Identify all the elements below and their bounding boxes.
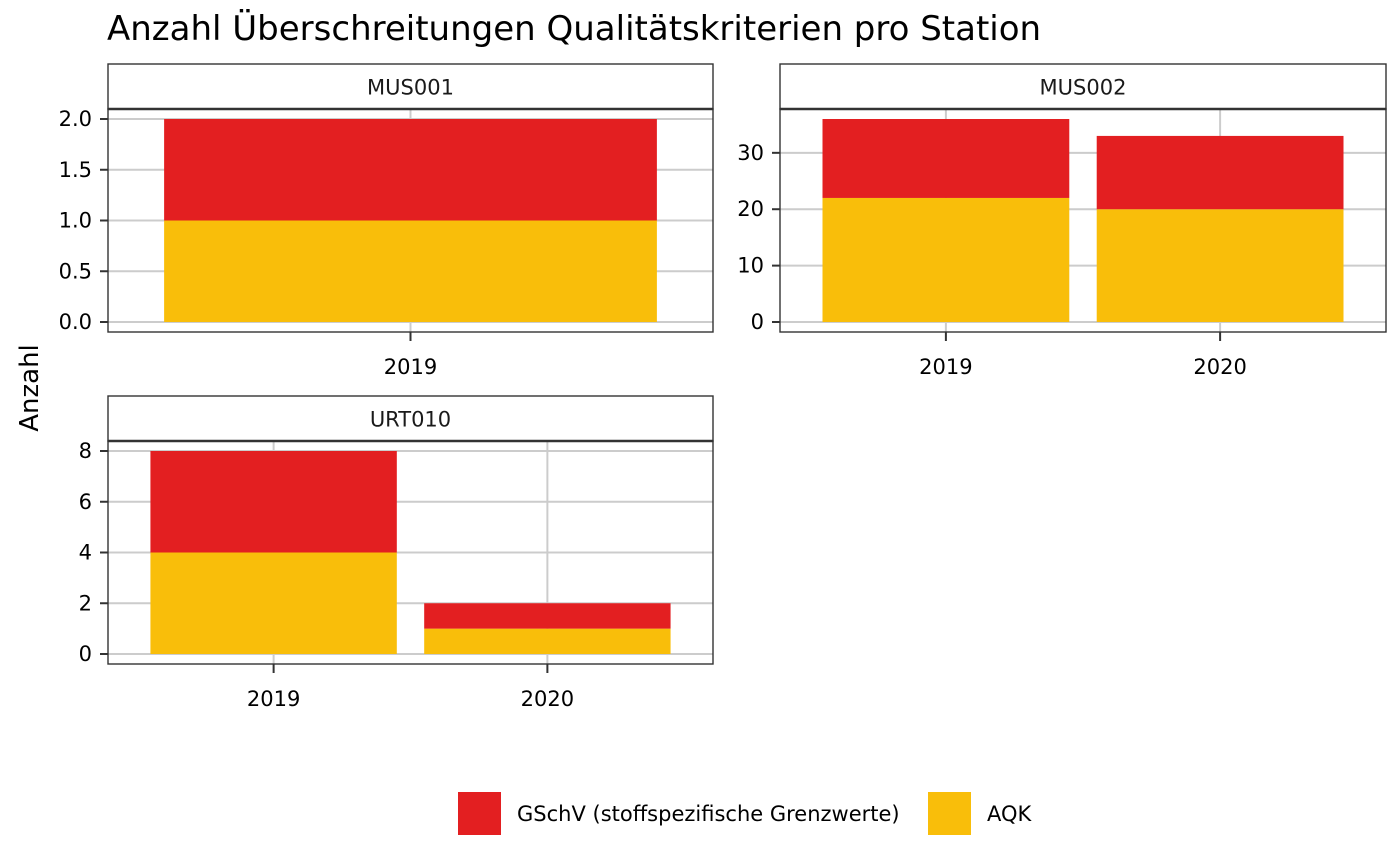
bar-aqk-2019 xyxy=(822,197,1070,322)
y-tick-label: 4 xyxy=(79,541,92,565)
bar-gschv-2020 xyxy=(1096,135,1344,210)
facet-strip xyxy=(107,395,714,442)
panels: MUS0010.00.51.01.52.02019MUS002010203020… xyxy=(59,63,1387,711)
y-tick-label: 0.5 xyxy=(59,259,92,283)
y-tick-label: 1.5 xyxy=(59,158,92,182)
facet-strip xyxy=(107,63,714,110)
legend-label-gschv: GSchV (stoffspezifische Grenzwerte) xyxy=(517,802,900,826)
chart-title: Anzahl Überschreitungen Qualitätskriteri… xyxy=(107,8,1041,49)
bar-gschv-2019 xyxy=(822,119,1070,198)
bar-aqk-2019 xyxy=(164,220,657,322)
legend-swatch-aqk xyxy=(928,792,971,835)
panel-mus002: MUS002 0 10 20 30 2019 2020 xyxy=(737,63,1387,379)
bar-aqk-2020 xyxy=(1096,209,1344,322)
legend: GSchV (stoffspezifische Grenzwerte) AQK xyxy=(458,792,1033,835)
y-axis-label: Anzahl xyxy=(15,344,45,432)
x-tick-label: 2020 xyxy=(1193,355,1246,379)
y-tick-label: 2 xyxy=(79,591,92,615)
y-tick-label: 10 xyxy=(737,254,764,278)
y-tick-label: 0.0 xyxy=(59,310,92,334)
y-tick-label: 8 xyxy=(79,439,92,463)
panel-urt010: URT010 0 2 4 6 8 2019 2020 xyxy=(79,395,714,711)
y-tick-label: 6 xyxy=(79,490,92,514)
facet-strip-label: URT010 xyxy=(370,408,451,432)
y-tick-label: 0 xyxy=(79,642,92,666)
x-tick-label: 2019 xyxy=(384,355,437,379)
facet-strip-label: MUS001 xyxy=(367,76,454,100)
bar-gschv-2019 xyxy=(164,119,657,221)
x-tick-label: 2020 xyxy=(521,687,574,711)
y-tick-label: 2.0 xyxy=(59,107,92,131)
legend-label-aqk: AQK xyxy=(987,802,1033,826)
bar-gschv-2019 xyxy=(150,451,397,553)
x-tick-label: 2019 xyxy=(919,355,972,379)
panel-mus001: MUS001 0.0 0.5 1.0 1.5 2.0 2019 xyxy=(59,63,714,379)
legend-swatch-gschv xyxy=(458,792,501,835)
x-tick-label: 2019 xyxy=(247,687,300,711)
facet-strip xyxy=(779,63,1387,110)
bar-gschv-2020 xyxy=(424,603,671,629)
y-tick-label: 0 xyxy=(751,310,764,334)
y-tick-label: 20 xyxy=(737,197,764,221)
bar-aqk-2019 xyxy=(150,552,397,654)
y-tick-label: 1.0 xyxy=(59,209,92,233)
y-tick-label: 30 xyxy=(737,141,764,165)
facet-strip-label: MUS002 xyxy=(1040,76,1127,100)
bar-aqk-2020 xyxy=(424,628,671,654)
